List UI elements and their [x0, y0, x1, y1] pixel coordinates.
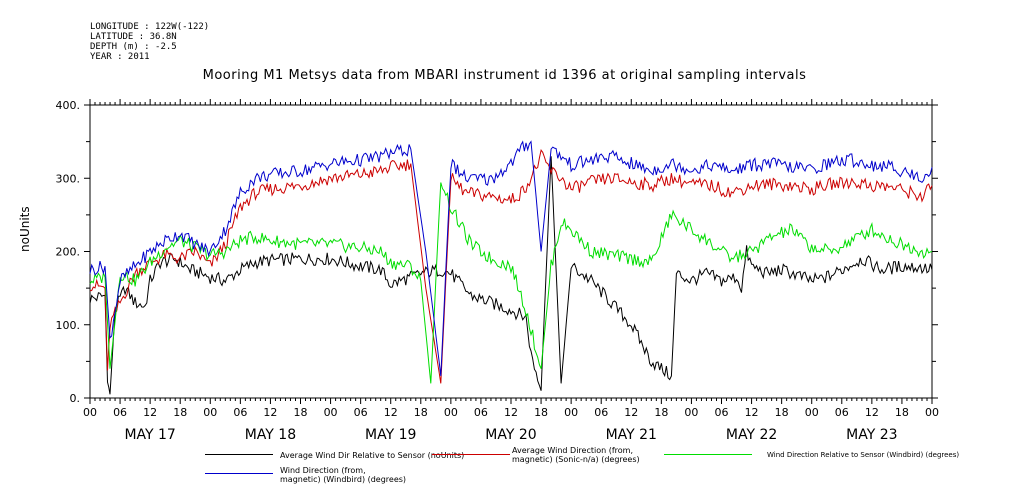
series-line-1: [89, 156, 933, 395]
x-day-label: MAY 20: [485, 427, 536, 443]
legend-label-4: Wind Direction (from, magnetic) (Windbir…: [280, 466, 406, 484]
x-tick-label: 12: [624, 406, 638, 419]
x-tick-label: 18: [414, 406, 428, 419]
x-day-label: MAY 17: [124, 427, 175, 443]
x-tick-label: 00: [564, 406, 578, 419]
legend-swatch-red: [432, 454, 510, 455]
legend-label-4b: magnetic) (Windbird) (degrees): [280, 475, 407, 484]
x-tick-label: 06: [233, 406, 247, 419]
depth-text: DEPTH (m) : -2.5: [90, 42, 177, 52]
metadata-block: LONGITUDE : 122W(-122) LATITUDE : 36.8N …: [90, 22, 209, 62]
y-tick-label: 200.: [56, 246, 81, 259]
x-tick-label: 18: [775, 406, 789, 419]
series-line-3: [89, 182, 933, 384]
x-day-label: MAY 21: [606, 427, 657, 443]
x-day-label: MAY 18: [245, 427, 296, 443]
x-tick-label: 00: [83, 406, 97, 419]
chart-title: Mooring M1 Metsys data from MBARI instru…: [202, 68, 807, 83]
x-tick-label: 12: [384, 406, 398, 419]
series-line-2: [89, 149, 933, 384]
legend-swatch-green: [664, 454, 752, 455]
y-tick-label: 0.: [70, 392, 81, 405]
year-text: YEAR : 2011: [90, 52, 150, 62]
plot-frame: [89, 104, 933, 399]
x-tick-label: 00: [324, 406, 338, 419]
longitude-text: LONGITUDE : 122W(-122): [90, 22, 210, 32]
legend-label-2a: Average Wind Direction (from,: [512, 446, 634, 455]
x-tick-label: 06: [474, 406, 488, 419]
x-tick-label: 12: [504, 406, 518, 419]
x-tick-label: 06: [113, 406, 127, 419]
legend-swatch-blue: [205, 473, 273, 474]
x-tick-label: 00: [203, 406, 217, 419]
x-tick-label: 18: [173, 406, 187, 419]
legend-label-4a: Wind Direction (from,: [280, 466, 366, 475]
y-tick-label: 100.: [56, 319, 81, 332]
x-tick-label: 06: [594, 406, 608, 419]
legend-label-2b: magnetic) (Sonic-n/a) (degrees): [512, 455, 640, 464]
legend-label-2: Average Wind Direction (from, magnetic) …: [512, 446, 640, 464]
x-tick-label: 00: [684, 406, 698, 419]
x-tick-label: 18: [895, 406, 909, 419]
x-tick-label: 18: [654, 406, 668, 419]
x-tick-label: 12: [745, 406, 759, 419]
y-tick-label: 300.: [56, 172, 81, 185]
series-line-4: [89, 140, 933, 377]
x-day-label: MAY 23: [846, 427, 897, 443]
x-tick-label: 06: [354, 406, 368, 419]
legend-swatch-black: [205, 454, 273, 455]
legend-label-3: Wind Direction Relative to Sensor (Windb…: [767, 451, 960, 459]
latitude-text: LATITUDE : 36.8N: [90, 32, 177, 42]
x-tick-label: 12: [263, 406, 277, 419]
x-tick-label: 00: [444, 406, 458, 419]
x-tick-label: 00: [805, 406, 819, 419]
x-tick-label: 06: [835, 406, 849, 419]
x-day-label: MAY 22: [726, 427, 777, 443]
x-tick-label: 00: [925, 406, 939, 419]
legend-label-1: Average Wind Dir Relative to Sensor (noU…: [280, 451, 465, 460]
x-tick-label: 12: [143, 406, 157, 419]
x-tick-label: 12: [865, 406, 879, 419]
x-day-label: MAY 19: [365, 427, 416, 443]
y-tick-label: 400.: [56, 99, 81, 112]
x-tick-label: 18: [534, 406, 548, 419]
x-tick-label: 06: [715, 406, 729, 419]
x-tick-label: 18: [294, 406, 308, 419]
